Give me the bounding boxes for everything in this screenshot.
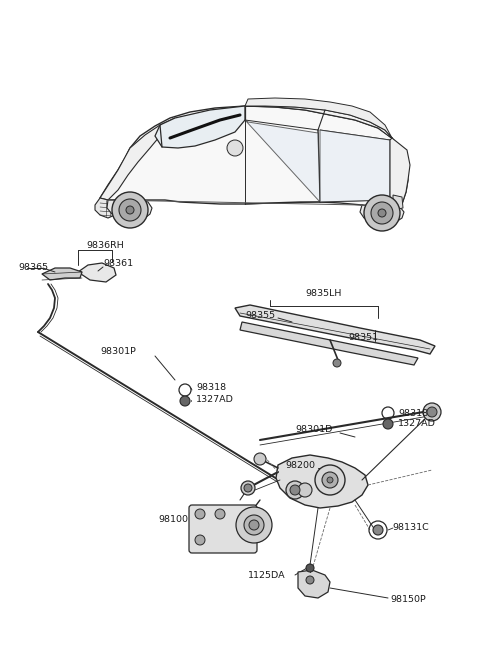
Polygon shape — [42, 268, 82, 280]
Circle shape — [254, 453, 266, 465]
Polygon shape — [107, 200, 152, 220]
Circle shape — [227, 140, 243, 156]
Circle shape — [112, 192, 148, 228]
Text: 98200: 98200 — [285, 462, 315, 470]
Text: 98361: 98361 — [103, 259, 133, 269]
Circle shape — [327, 477, 333, 483]
Circle shape — [378, 209, 386, 217]
Text: 1125DA: 1125DA — [248, 571, 286, 579]
Text: 98355: 98355 — [245, 310, 275, 319]
Circle shape — [195, 535, 205, 545]
Circle shape — [290, 485, 300, 495]
Circle shape — [241, 481, 255, 495]
Circle shape — [195, 509, 205, 519]
Polygon shape — [360, 205, 404, 224]
Circle shape — [322, 472, 338, 488]
Circle shape — [249, 520, 259, 530]
Circle shape — [236, 507, 272, 543]
Circle shape — [244, 484, 252, 492]
Polygon shape — [245, 120, 320, 202]
Text: 1327AD: 1327AD — [398, 419, 436, 429]
Circle shape — [373, 525, 383, 535]
Circle shape — [306, 576, 314, 584]
Text: 98150P: 98150P — [390, 595, 426, 605]
Text: 98365: 98365 — [18, 263, 48, 273]
Text: 1327AD: 1327AD — [196, 396, 234, 405]
Polygon shape — [78, 263, 116, 282]
Polygon shape — [320, 130, 390, 202]
Circle shape — [244, 515, 264, 535]
Circle shape — [298, 483, 312, 497]
Polygon shape — [276, 455, 368, 508]
Polygon shape — [298, 570, 330, 598]
Polygon shape — [385, 138, 410, 215]
Text: 98301P: 98301P — [100, 347, 136, 357]
Circle shape — [315, 465, 345, 495]
Polygon shape — [393, 195, 403, 210]
Circle shape — [423, 403, 441, 421]
Text: 98131C: 98131C — [392, 523, 429, 532]
Circle shape — [286, 481, 304, 499]
Polygon shape — [100, 106, 408, 215]
Polygon shape — [245, 98, 392, 138]
Text: 98100: 98100 — [158, 515, 188, 525]
Text: 98318: 98318 — [398, 409, 428, 417]
Text: 98318: 98318 — [196, 384, 226, 392]
Text: 98301D: 98301D — [295, 425, 332, 435]
Circle shape — [383, 419, 393, 429]
Circle shape — [306, 564, 314, 572]
Polygon shape — [235, 305, 435, 354]
Polygon shape — [100, 118, 175, 200]
Circle shape — [119, 199, 141, 221]
Circle shape — [126, 206, 134, 214]
Polygon shape — [155, 106, 245, 148]
Circle shape — [333, 359, 341, 367]
FancyBboxPatch shape — [189, 505, 257, 553]
Circle shape — [364, 195, 400, 231]
Polygon shape — [240, 322, 418, 365]
Polygon shape — [245, 106, 392, 138]
Circle shape — [427, 407, 437, 417]
Polygon shape — [95, 198, 118, 218]
Text: 9836RH: 9836RH — [86, 241, 124, 251]
Circle shape — [371, 202, 393, 224]
Text: 98351: 98351 — [348, 333, 378, 343]
Text: 9835LH: 9835LH — [305, 288, 341, 298]
Circle shape — [215, 509, 225, 519]
Circle shape — [180, 396, 190, 406]
